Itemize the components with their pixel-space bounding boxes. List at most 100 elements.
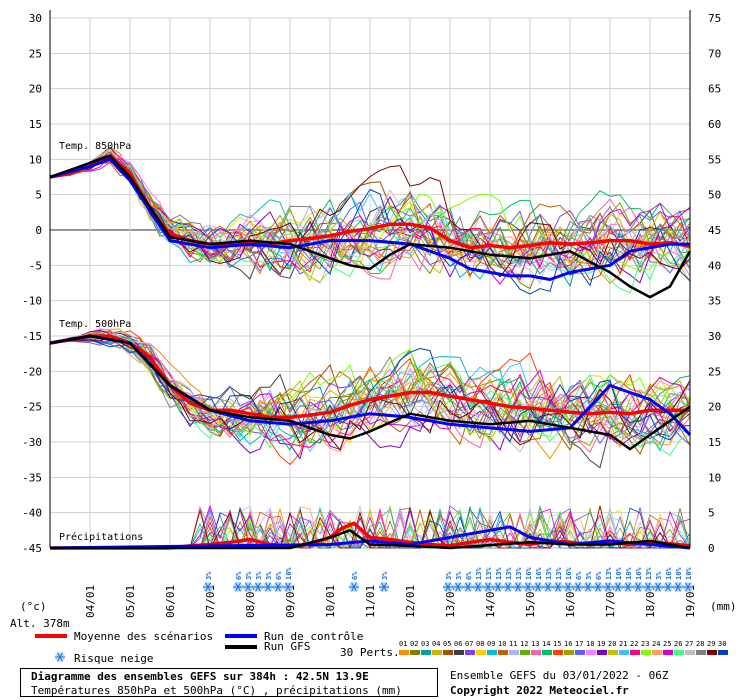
legend-pert-swatch xyxy=(619,650,629,655)
snowflake-icon xyxy=(379,582,389,592)
perturbation-line xyxy=(49,155,691,286)
legend-pert-number: 20 xyxy=(608,640,616,648)
snow-risk-pct: 3% xyxy=(265,571,273,580)
legend-pert-swatch xyxy=(432,650,442,655)
x-tick-label: 18/01 xyxy=(644,585,657,618)
legend-pert-swatch xyxy=(608,650,618,655)
left-tick-label: -30 xyxy=(22,436,42,449)
snowflake-icon xyxy=(663,582,673,592)
snow-risk-pct: 3% xyxy=(585,571,593,580)
snow-risk-pct: 6% xyxy=(595,571,603,580)
legend-pert-swatch xyxy=(586,650,596,655)
legend-pert-swatch xyxy=(553,650,563,655)
legend-pert-number: 21 xyxy=(619,640,627,648)
legend-pert-swatch xyxy=(652,650,662,655)
legend-pert-number: 09 xyxy=(487,640,495,648)
snow-risk-pct: 13% xyxy=(505,567,513,580)
snowflake-icon xyxy=(673,582,683,592)
right-tick-label: 25 xyxy=(708,365,721,378)
right-tick-label: 15 xyxy=(708,436,721,449)
legend-pert-number: 04 xyxy=(432,640,440,648)
legend-pert-swatch xyxy=(663,650,673,655)
snowflake-icon xyxy=(653,582,663,592)
series-control-t850 xyxy=(49,157,690,281)
x-tick-label: 07/01 xyxy=(204,585,217,618)
snow-risk-pct: 13% xyxy=(645,567,653,580)
legend-pert-swatch xyxy=(465,650,475,655)
legend-pert-number: 10 xyxy=(498,640,506,648)
x-tick-label: 08/01 xyxy=(244,585,257,618)
x-tick-label: 14/01 xyxy=(484,585,497,618)
legend-pert-swatch xyxy=(410,650,420,655)
x-tick-label: 05/01 xyxy=(124,585,137,618)
right-tick-label: 45 xyxy=(708,224,721,237)
legend-pert-number: 08 xyxy=(476,640,484,648)
left-tick-label: -25 xyxy=(22,401,42,414)
legend-pert-number: 16 xyxy=(564,640,572,648)
snow-risk-pct: 3% xyxy=(245,571,253,580)
snow-risk-pct: 16% xyxy=(635,567,643,580)
snow-risk-pct: 16% xyxy=(665,567,673,580)
snow-risk-pct: 3% xyxy=(381,571,389,580)
left-tick-label: 15 xyxy=(29,118,42,131)
legend-pert-swatch xyxy=(685,650,695,655)
snowflake-icon xyxy=(349,582,359,592)
right-tick-label: 20 xyxy=(708,401,721,414)
legend-pert-swatch xyxy=(575,650,585,655)
perturbation-line xyxy=(49,150,691,282)
legend-pert-number: 30 xyxy=(718,640,726,648)
run-info: Ensemble GEFS du 03/01/2022 - 06Z xyxy=(450,669,669,682)
x-tick-label: 19/01 xyxy=(684,585,697,618)
right-tick-label: 35 xyxy=(708,295,721,308)
snowflake-icon xyxy=(633,582,643,592)
right-tick-label: 75 xyxy=(708,12,721,25)
snowflake-icon xyxy=(473,582,483,592)
right-tick-label: 10 xyxy=(708,471,721,484)
snow-risk-pct: 13% xyxy=(605,567,613,580)
snow-risk-pct: 16% xyxy=(525,567,533,580)
perturbation-line xyxy=(49,150,691,284)
legend-pert-number: 18 xyxy=(586,640,594,648)
snowflake-icon xyxy=(513,582,523,592)
legend-pert-number: 03 xyxy=(421,640,429,648)
legend-pert-swatch xyxy=(454,650,464,655)
x-tick-label: 16/01 xyxy=(564,585,577,618)
legend-pert-swatch xyxy=(520,650,530,655)
left-tick-label: -40 xyxy=(22,507,42,520)
legend-pert-swatch xyxy=(487,650,497,655)
x-tick-label: 13/01 xyxy=(444,585,457,618)
left-tick-label: 5 xyxy=(35,189,42,202)
snow-risk-pct: 13% xyxy=(485,567,493,580)
snowflake-icon xyxy=(493,582,503,592)
legend-pert-number: 22 xyxy=(630,640,638,648)
snow-risk-pct: 13% xyxy=(515,567,523,580)
snowflake-icon xyxy=(453,582,463,592)
right-tick-label: 55 xyxy=(708,153,721,166)
perturbation-line xyxy=(49,154,691,295)
panel-label-t850: Temp. 850hPa xyxy=(59,141,131,152)
snow-risk-pct: 13% xyxy=(475,567,483,580)
legend-control-label: Run de contrôle xyxy=(264,630,363,643)
snow-risk-pct: 3% xyxy=(445,571,453,580)
left-tick-label: -20 xyxy=(22,365,42,378)
snow-risk-pct: 6% xyxy=(275,571,283,580)
legend-pert-swatch xyxy=(707,650,717,655)
snowflake-icon xyxy=(443,582,453,592)
altitude-label: Alt. 378m xyxy=(10,617,70,630)
legend-pert-number: 28 xyxy=(696,640,704,648)
legend-pert-number: 24 xyxy=(652,640,660,648)
snowflake-icon xyxy=(573,582,583,592)
snow-risk-pct: 16% xyxy=(565,567,573,580)
panel-label-precip: Précipitations xyxy=(59,531,143,543)
snowflake-icon xyxy=(523,582,533,592)
left-tick-label: 10 xyxy=(29,153,42,166)
left-tick-label: -10 xyxy=(22,295,42,308)
snow-risk-pct: 10% xyxy=(675,567,683,580)
legend-pert-swatch xyxy=(421,650,431,655)
x-tick-label: 06/01 xyxy=(164,585,177,618)
legend-snow-label: Risque neige xyxy=(74,652,153,665)
left-tick-label: 25 xyxy=(29,47,42,60)
legend-pert-number: 19 xyxy=(597,640,605,648)
legend-pert-number: 11 xyxy=(509,640,517,648)
